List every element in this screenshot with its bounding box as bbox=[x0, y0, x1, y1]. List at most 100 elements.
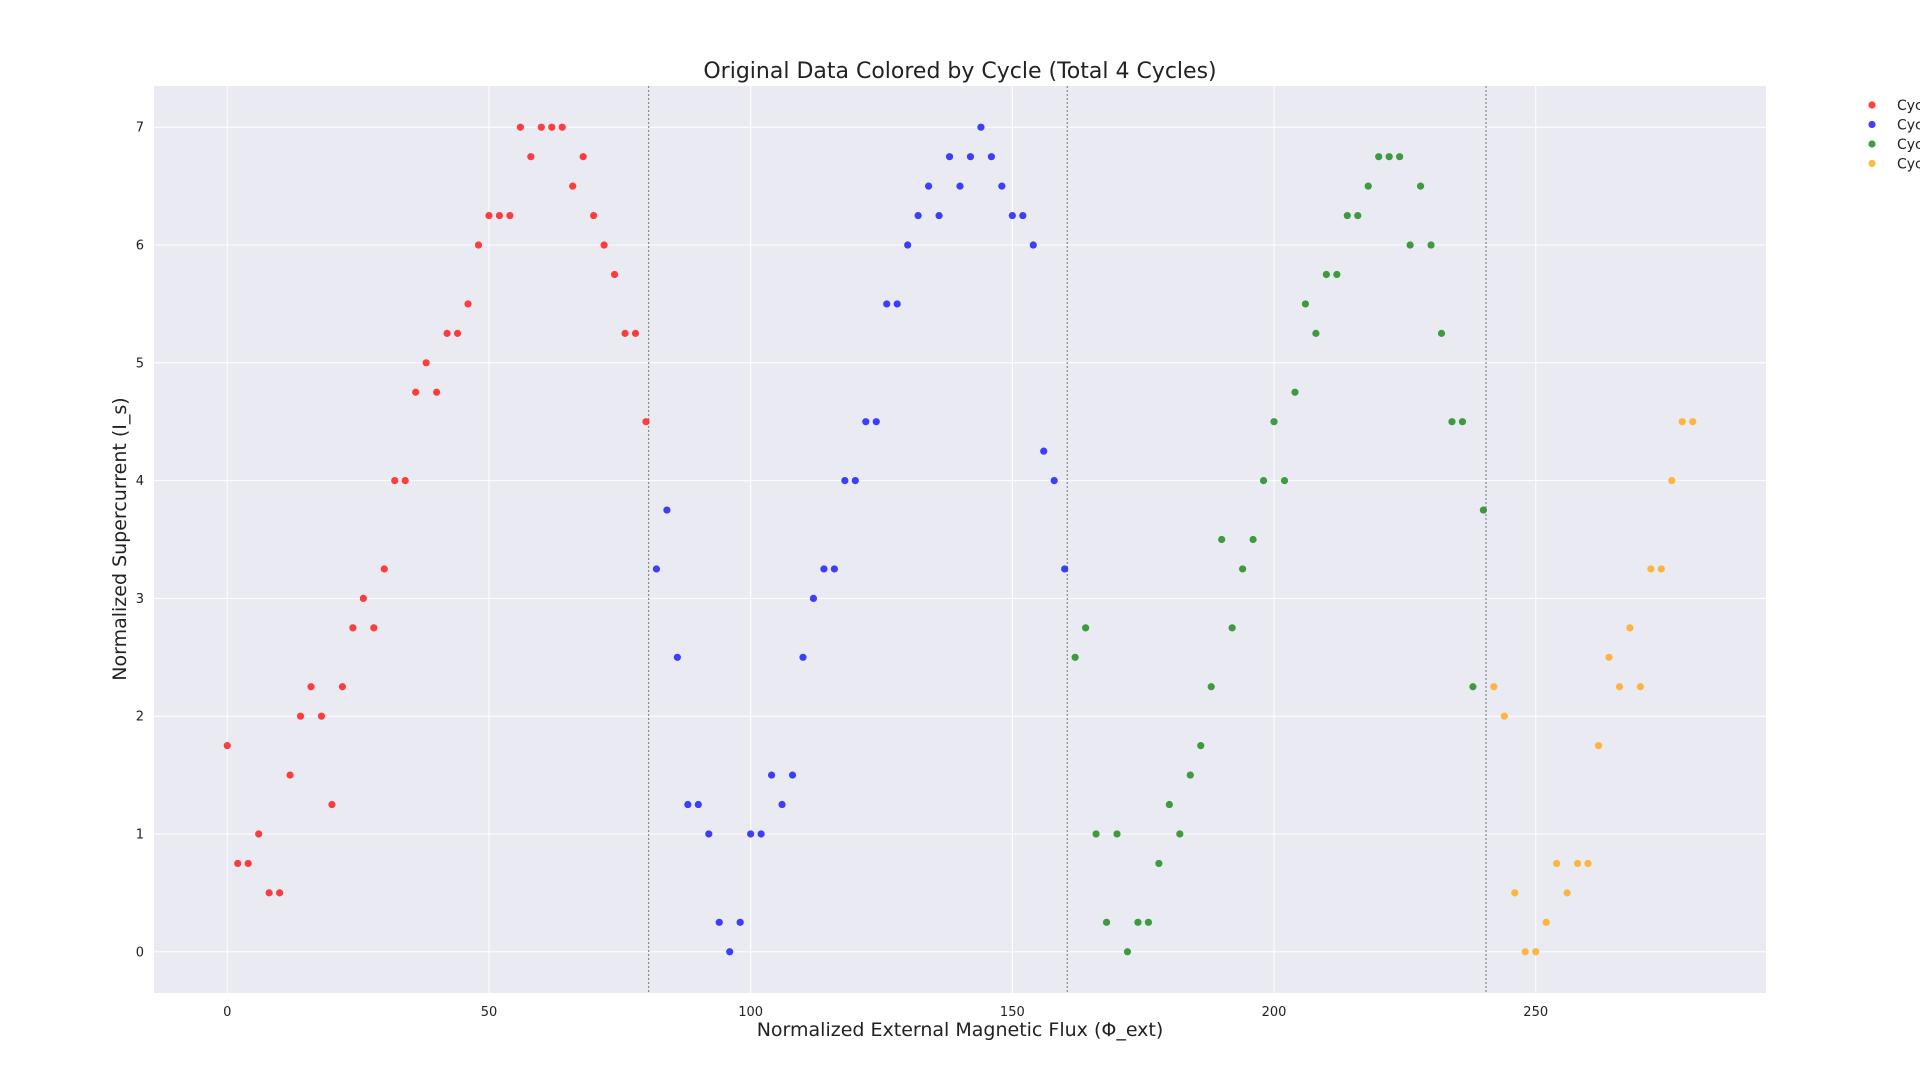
data-point bbox=[307, 683, 315, 691]
data-point bbox=[1668, 477, 1676, 485]
plot-area bbox=[154, 86, 1766, 993]
x-axis-title: Normalized External Magnetic Flux (Φ_ext… bbox=[757, 1019, 1164, 1041]
data-point bbox=[537, 123, 545, 131]
y-tick-label: 0 bbox=[136, 945, 144, 960]
data-point bbox=[1061, 565, 1069, 573]
data-point bbox=[1019, 211, 1027, 220]
data-point bbox=[872, 418, 880, 426]
data-point bbox=[1134, 918, 1142, 926]
data-point bbox=[443, 329, 451, 337]
data-point bbox=[433, 388, 441, 396]
data-point bbox=[286, 771, 294, 779]
data-point bbox=[987, 153, 996, 161]
data-point bbox=[1584, 859, 1592, 868]
data-point bbox=[412, 388, 420, 396]
data-point bbox=[328, 800, 336, 809]
data-point bbox=[673, 653, 681, 661]
data-point bbox=[1029, 241, 1037, 249]
data-point bbox=[977, 123, 985, 131]
data-point bbox=[506, 211, 514, 220]
legend-label: Cyc bbox=[1897, 137, 1920, 153]
legend-label: Cyc bbox=[1897, 157, 1920, 173]
data-point bbox=[1040, 447, 1048, 455]
y-tick-label: 5 bbox=[136, 356, 144, 371]
data-points bbox=[223, 123, 1697, 956]
data-point bbox=[945, 153, 954, 161]
data-point bbox=[1406, 241, 1414, 249]
data-point bbox=[1416, 182, 1425, 190]
data-point bbox=[1490, 683, 1498, 691]
data-point bbox=[1343, 211, 1351, 220]
data-point bbox=[966, 153, 975, 161]
x-axis-ticks: 0 50 100 150 200 250 bbox=[223, 1005, 1548, 1020]
x-tick-label: 50 bbox=[481, 1005, 498, 1020]
data-point bbox=[631, 329, 640, 337]
data-point bbox=[1354, 211, 1362, 220]
data-point bbox=[1500, 712, 1508, 720]
data-point bbox=[1657, 565, 1665, 573]
data-point bbox=[642, 418, 650, 426]
data-point bbox=[1511, 889, 1519, 897]
data-point bbox=[401, 477, 409, 485]
data-point bbox=[1553, 859, 1561, 868]
data-point bbox=[621, 329, 629, 337]
x-tick-label: 250 bbox=[1523, 1005, 1548, 1020]
data-point bbox=[1322, 270, 1330, 279]
data-point bbox=[1197, 742, 1205, 750]
data-point bbox=[820, 565, 828, 573]
data-point bbox=[244, 859, 252, 868]
data-point bbox=[1008, 211, 1016, 220]
data-point bbox=[1165, 800, 1173, 809]
data-point bbox=[1689, 418, 1697, 426]
y-tick-label: 2 bbox=[136, 710, 144, 725]
data-point bbox=[799, 653, 807, 661]
data-point bbox=[1385, 153, 1393, 161]
legend-marker bbox=[1868, 159, 1876, 168]
y-tick-label: 4 bbox=[136, 474, 144, 489]
legend-marker bbox=[1868, 140, 1876, 148]
data-point bbox=[1594, 742, 1603, 750]
x-tick-label: 150 bbox=[1000, 1005, 1025, 1020]
data-point bbox=[893, 300, 901, 308]
data-point bbox=[370, 624, 378, 632]
data-point bbox=[862, 418, 870, 426]
cycle-boundaries bbox=[647, 86, 1487, 993]
data-point bbox=[516, 123, 524, 131]
data-point bbox=[422, 359, 430, 367]
data-point bbox=[579, 153, 587, 161]
data-point bbox=[1626, 624, 1634, 632]
data-point bbox=[1396, 153, 1404, 161]
data-point bbox=[495, 211, 504, 220]
data-point bbox=[883, 300, 891, 308]
data-point bbox=[830, 565, 838, 573]
data-point bbox=[1678, 418, 1686, 426]
data-point bbox=[1176, 830, 1184, 838]
data-point bbox=[694, 800, 702, 809]
data-point bbox=[726, 948, 734, 956]
data-point bbox=[736, 918, 744, 926]
data-point bbox=[1437, 329, 1446, 337]
data-point bbox=[747, 830, 755, 838]
data-point bbox=[1636, 683, 1644, 691]
data-point bbox=[338, 683, 347, 691]
data-point bbox=[705, 830, 713, 838]
data-point bbox=[1448, 418, 1456, 426]
data-point bbox=[1427, 241, 1435, 249]
x-tick-label: 100 bbox=[738, 1005, 763, 1020]
data-point bbox=[1364, 182, 1372, 190]
data-point bbox=[464, 300, 472, 308]
data-point bbox=[1144, 918, 1153, 926]
chart-title: Original Data Colored by Cycle (Total 4 … bbox=[703, 59, 1216, 84]
data-point bbox=[276, 889, 284, 897]
data-point bbox=[296, 712, 305, 720]
data-point bbox=[684, 800, 692, 809]
data-point bbox=[935, 211, 943, 220]
data-point bbox=[453, 329, 462, 337]
data-point bbox=[998, 182, 1006, 190]
data-point bbox=[1071, 653, 1079, 661]
data-point bbox=[1605, 653, 1613, 661]
data-point bbox=[1082, 624, 1090, 632]
data-point bbox=[1375, 153, 1383, 161]
data-point bbox=[1259, 477, 1268, 485]
